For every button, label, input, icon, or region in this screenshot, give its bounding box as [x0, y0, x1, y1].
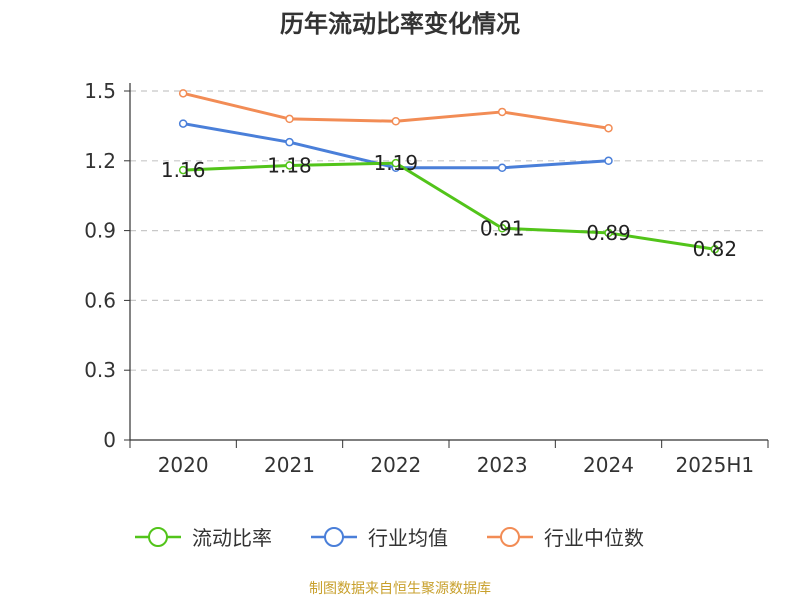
data-label: 0.91 [480, 216, 525, 240]
data-point[interactable] [391, 158, 401, 168]
legend-item[interactable]: 行业均值 [311, 526, 448, 550]
y-tick-label: 1.2 [84, 149, 116, 173]
legend[interactable]: 流动比率 行业均值 行业中位数 [135, 526, 644, 550]
data-point[interactable] [710, 244, 720, 254]
grid-lines [130, 90, 768, 371]
data-point[interactable] [497, 163, 507, 173]
data-point[interactable] [497, 224, 507, 233]
legend-label: 流动比率 [192, 526, 272, 550]
legend-label: 行业中位数 [544, 526, 644, 550]
series-line-0 [183, 161, 716, 251]
data-label: 0.82 [693, 237, 738, 261]
y-tick-label: 0.3 [84, 358, 116, 382]
data-point[interactable] [604, 156, 613, 166]
legend-marker-icon [500, 527, 520, 547]
data-label: 1.16 [161, 158, 206, 182]
data-point[interactable] [497, 107, 507, 117]
source-note: 制图数据来自恒生聚源数据库 [309, 581, 491, 597]
data-labels: 1.16 1.18 1.19 0.91 0.89 0.82 [161, 151, 737, 261]
data-label: 1.18 [267, 153, 312, 177]
y-tick-label: 0.6 [84, 288, 116, 312]
x-tick-label: 2020 [158, 453, 209, 477]
data-point[interactable] [604, 123, 613, 133]
legend-item[interactable]: 流动比率 [135, 526, 272, 550]
legend-item[interactable]: 行业中位数 [487, 526, 644, 550]
x-tick-label: 2025H1 [675, 453, 754, 477]
data-point[interactable] [285, 137, 294, 147]
legend-marker-icon [148, 527, 168, 547]
data-label: 1.19 [374, 151, 419, 175]
data-point[interactable] [285, 114, 294, 124]
data-point[interactable] [604, 228, 613, 238]
x-tick-label: 2022 [370, 453, 421, 477]
legend-marker-icon [324, 527, 344, 547]
data-point[interactable] [285, 161, 294, 170]
data-label: 0.89 [586, 221, 631, 245]
x-tick-label: 2021 [264, 453, 315, 477]
data-point[interactable] [178, 89, 188, 98]
data-point[interactable] [178, 165, 188, 175]
y-tick-label: 1.5 [84, 79, 116, 103]
x-tick-label: 2023 [477, 453, 528, 477]
data-point[interactable] [178, 119, 188, 128]
series-lines [178, 89, 720, 254]
axes: 0 0.3 0.6 0.9 1.2 1.5 2020 2021 2022 2023 2024 2025… [84, 79, 769, 477]
x-tick-label: 2024 [583, 453, 634, 477]
chart-title: 历年流动比率变化情况 [280, 10, 520, 38]
y-tick-label: 0 [103, 428, 116, 452]
y-tick-label: 0.9 [84, 219, 116, 243]
data-point[interactable] [391, 116, 401, 126]
legend-label: 行业均值 [368, 526, 448, 550]
